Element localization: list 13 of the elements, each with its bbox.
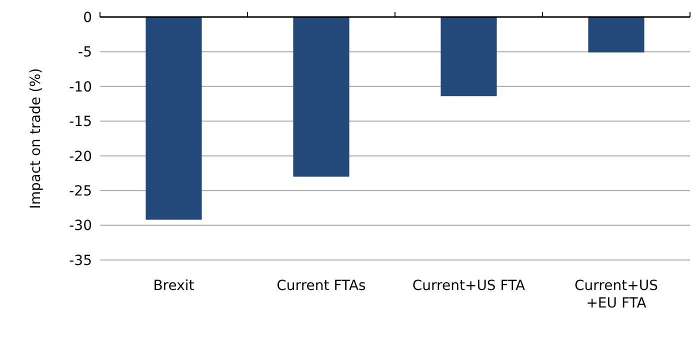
y-tick-label: 0	[83, 10, 92, 26]
y-axis-title: Impact on trade (%)	[28, 68, 44, 209]
y-tick-label: -5	[78, 44, 92, 61]
y-tick-label: -35	[69, 252, 92, 269]
x-tick-label: Brexit	[153, 278, 195, 294]
x-tick-label: Current FTAs	[276, 278, 366, 294]
y-tick-label: -20	[69, 148, 92, 165]
y-tick-label: -25	[69, 183, 92, 200]
y-tick-label: -15	[69, 114, 92, 130]
x-tick-label: Current+US +EU FTA	[574, 278, 658, 312]
x-tick-label: Current+US FTA	[412, 278, 526, 294]
y-tick-label: -30	[69, 218, 92, 234]
y-tick-label: -10	[69, 79, 92, 96]
